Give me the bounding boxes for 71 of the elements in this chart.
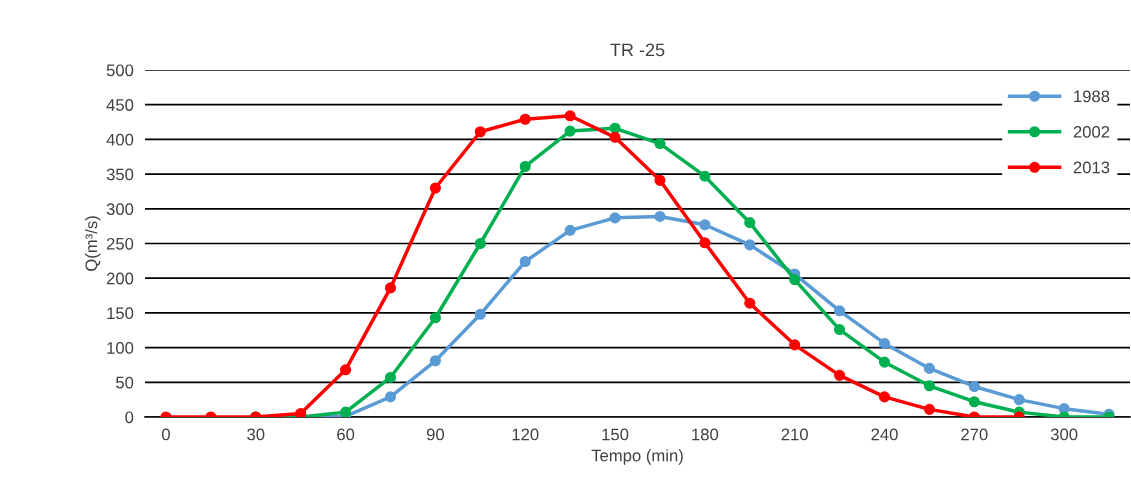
x-tick-label: 300 xyxy=(1050,428,1078,441)
point xyxy=(474,126,486,138)
y-tick-label: 250 xyxy=(106,237,134,250)
point xyxy=(654,174,666,186)
point xyxy=(609,212,621,224)
x-tick-label: 120 xyxy=(512,428,539,441)
y-tick-label: 300 xyxy=(106,203,134,215)
point xyxy=(384,371,397,383)
x-tick-label: 180 xyxy=(692,428,719,441)
point xyxy=(564,110,576,122)
point xyxy=(834,305,846,317)
point xyxy=(654,138,666,150)
point xyxy=(878,391,891,403)
x-tick-label: 150 xyxy=(602,428,629,441)
point xyxy=(699,219,711,231)
point xyxy=(519,113,531,125)
y-tick-label: 200 xyxy=(106,272,134,285)
point xyxy=(744,217,756,229)
point xyxy=(834,323,846,336)
point xyxy=(878,356,891,368)
point xyxy=(834,369,846,381)
point xyxy=(340,406,352,417)
x-tick-label: 270 xyxy=(961,428,988,441)
y-axis-title: Q(m³/s) xyxy=(84,216,101,271)
point xyxy=(384,282,397,294)
point xyxy=(923,380,935,392)
point xyxy=(429,312,441,324)
point xyxy=(1013,394,1025,406)
point xyxy=(429,355,441,367)
point xyxy=(474,308,486,320)
y-tick-label: 50 xyxy=(116,376,134,389)
legend-label: 1988 xyxy=(1074,90,1110,103)
point xyxy=(789,339,801,351)
legend-label: 2013 xyxy=(1073,161,1110,174)
y-tick-label: 500 xyxy=(106,64,134,77)
point xyxy=(429,182,441,194)
y-tick-label: 400 xyxy=(106,133,134,146)
x-tick-label: 0 xyxy=(161,428,170,441)
legend-label: 2002 xyxy=(1073,125,1110,138)
point xyxy=(295,407,307,417)
x-tick-label: 210 xyxy=(781,428,808,441)
point xyxy=(878,337,891,349)
point xyxy=(564,125,576,137)
x-axis-title: Tempo (min) xyxy=(591,449,683,465)
point xyxy=(923,403,935,415)
y-tick-label: 350 xyxy=(106,168,134,181)
point xyxy=(699,237,711,249)
x-tick-label: 60 xyxy=(337,428,355,441)
y-tick-label: 150 xyxy=(107,307,134,320)
point xyxy=(519,160,531,173)
y-tick-label: 100 xyxy=(107,342,134,354)
point xyxy=(789,274,801,286)
point xyxy=(699,170,711,182)
point xyxy=(474,237,486,250)
chart-title: TR -25 xyxy=(610,43,665,57)
point xyxy=(340,364,352,376)
point xyxy=(923,362,935,374)
point xyxy=(968,396,980,408)
point xyxy=(654,210,666,222)
point xyxy=(744,297,756,309)
point xyxy=(384,391,397,403)
point xyxy=(744,239,756,251)
y-tick-label: 0 xyxy=(125,411,134,424)
point xyxy=(564,224,576,236)
x-tick-label: 30 xyxy=(247,428,265,441)
point xyxy=(519,255,531,268)
y-tick-label: 450 xyxy=(106,99,134,111)
point xyxy=(609,131,621,143)
x-tick-label: 90 xyxy=(426,428,445,441)
point xyxy=(968,380,980,393)
x-tick-label: 240 xyxy=(871,428,898,441)
